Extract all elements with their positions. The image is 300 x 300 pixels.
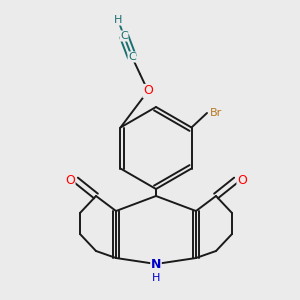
Text: O: O <box>65 173 75 187</box>
Text: N: N <box>151 257 161 271</box>
Text: H: H <box>152 273 160 283</box>
Text: C: C <box>120 31 128 41</box>
Text: O: O <box>143 85 153 98</box>
Text: H: H <box>114 15 122 25</box>
Text: Br: Br <box>210 108 222 118</box>
Text: O: O <box>237 173 247 187</box>
Text: C: C <box>128 52 136 62</box>
